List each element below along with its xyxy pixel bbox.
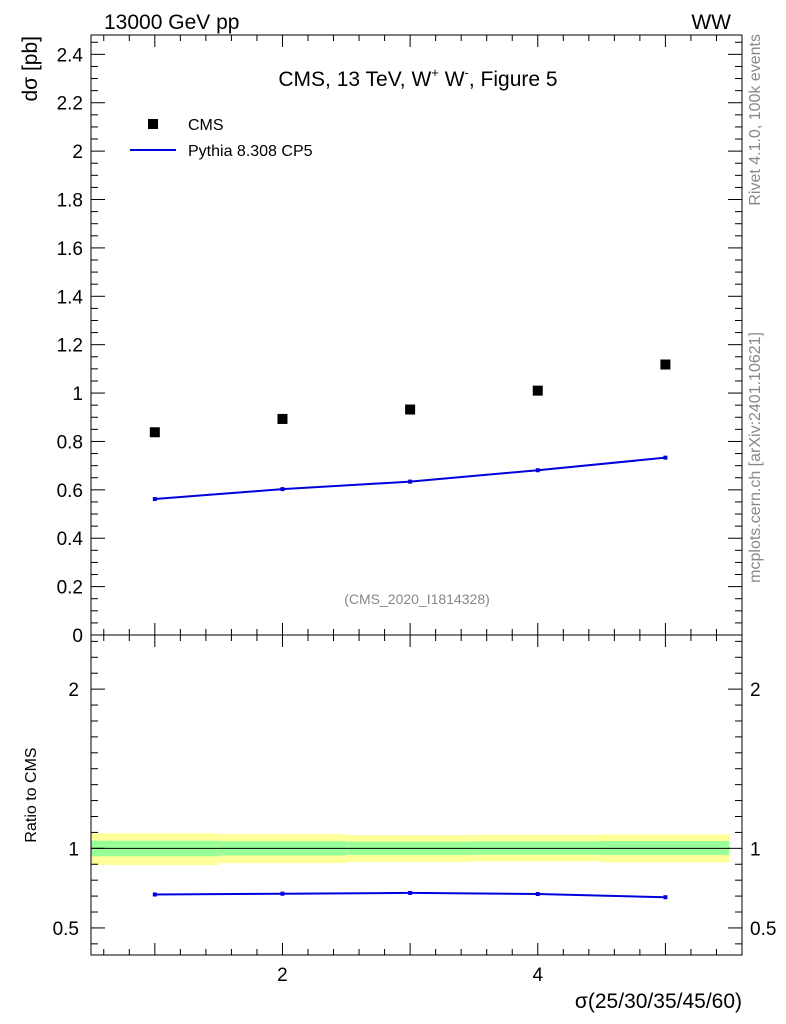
main-series xyxy=(149,359,671,502)
pythia-point xyxy=(408,479,413,484)
ratio-axes: 0.5 0.5 1 1 2 2 2 4 xyxy=(53,634,776,986)
main-ytick-label: 1 xyxy=(72,384,83,405)
cms-data-point xyxy=(149,427,160,438)
main-ytick-label: 0.8 xyxy=(57,432,83,453)
ratio-pythia-point xyxy=(152,892,157,897)
main-ytick-label: 1.4 xyxy=(57,287,84,308)
ratio-ytick-label-right: 1 xyxy=(750,839,761,860)
x-axis-label: σ(25/30/35/45/60) xyxy=(575,990,742,1013)
ratio-ytick-label: 2 xyxy=(68,680,79,701)
main-ytick-label: 2.4 xyxy=(57,45,84,66)
process-label: WW xyxy=(691,11,731,34)
cms-data-point xyxy=(532,385,543,396)
pythia-point xyxy=(280,487,285,492)
x-tick-label: 4 xyxy=(532,965,543,986)
title-superscript-minus: - xyxy=(465,65,469,80)
ratio-pythia-point xyxy=(663,895,668,900)
beam-label: 13000 GeV pp xyxy=(104,11,239,34)
main-title: CMS, 13 TeV, W+ W-, Figure 5 xyxy=(278,65,557,91)
title-part-1: CMS, 13 TeV, W xyxy=(278,68,431,91)
legend: CMS Pythia 8.308 CP5 xyxy=(130,117,313,160)
cms-data-point xyxy=(277,413,288,424)
legend-marker-cms xyxy=(148,119,158,129)
main-axes: 0 0.2 0.4 0.6 0.8 1 1.2 1.4 1.6 1.8 2 2.2 2.4 xyxy=(57,34,743,647)
ratio-pythia-point xyxy=(408,890,413,895)
cms-data-point xyxy=(660,359,671,370)
main-ytick-label: 0.6 xyxy=(57,481,83,502)
ratio-pythia-point xyxy=(280,891,285,896)
main-ytick-label: 0.2 xyxy=(57,578,83,599)
pythia-line xyxy=(154,456,666,501)
main-ytick-label: 2.2 xyxy=(57,94,83,115)
ratio-pythia-point xyxy=(535,892,540,897)
ratio-bands xyxy=(91,833,730,866)
main-ytick-label: 1.2 xyxy=(57,336,83,357)
title-superscript-plus: + xyxy=(431,65,439,80)
main-panel: 0 0.2 0.4 0.6 0.8 1 1.2 1.4 1.6 1.8 2 2.2 2.4 CMS, 1… xyxy=(19,34,743,647)
ratio-ytick-label-right: 0.5 xyxy=(750,919,776,940)
ratio-ytick-label: 0.5 xyxy=(53,919,79,940)
main-ytick-label: 0 xyxy=(72,626,83,647)
side-label-rivet: Rivet 4.1.0, 100k events xyxy=(747,34,764,206)
ratio-ylabel: Ratio to CMS xyxy=(23,747,40,842)
title-part-3: , Figure 5 xyxy=(469,68,558,91)
ratio-ytick-label-right: 2 xyxy=(750,680,761,701)
main-ytick-label: 2 xyxy=(72,142,83,163)
watermark: (CMS_2020_I1814328) xyxy=(344,591,490,607)
x-tick-label: 2 xyxy=(277,965,288,986)
pythia-point xyxy=(535,468,540,473)
side-label-mcplots: mcplots.cern.ch [arXiv:2401.10621] xyxy=(747,332,764,583)
ratio-frame xyxy=(90,634,743,956)
ratio-panel: 0.5 0.5 1 1 2 2 2 4 Ratio to CMS σ(25/30/35/45/… xyxy=(23,634,776,1013)
main-ylabel: dσ [pb] xyxy=(19,36,42,102)
pythia-point xyxy=(663,455,668,460)
title-part-2: W xyxy=(439,68,465,91)
ratio-ytick-label: 1 xyxy=(68,839,79,860)
main-ytick-label: 1.6 xyxy=(57,239,83,260)
ratio-series xyxy=(152,890,668,900)
main-ytick-label: 1.8 xyxy=(57,191,83,212)
legend-label-cms: CMS xyxy=(188,117,224,134)
legend-label-pythia: Pythia 8.308 CP5 xyxy=(188,143,313,160)
main-ytick-label: 0.4 xyxy=(57,529,84,550)
cms-data-point xyxy=(405,404,416,415)
pythia-point xyxy=(152,497,157,502)
